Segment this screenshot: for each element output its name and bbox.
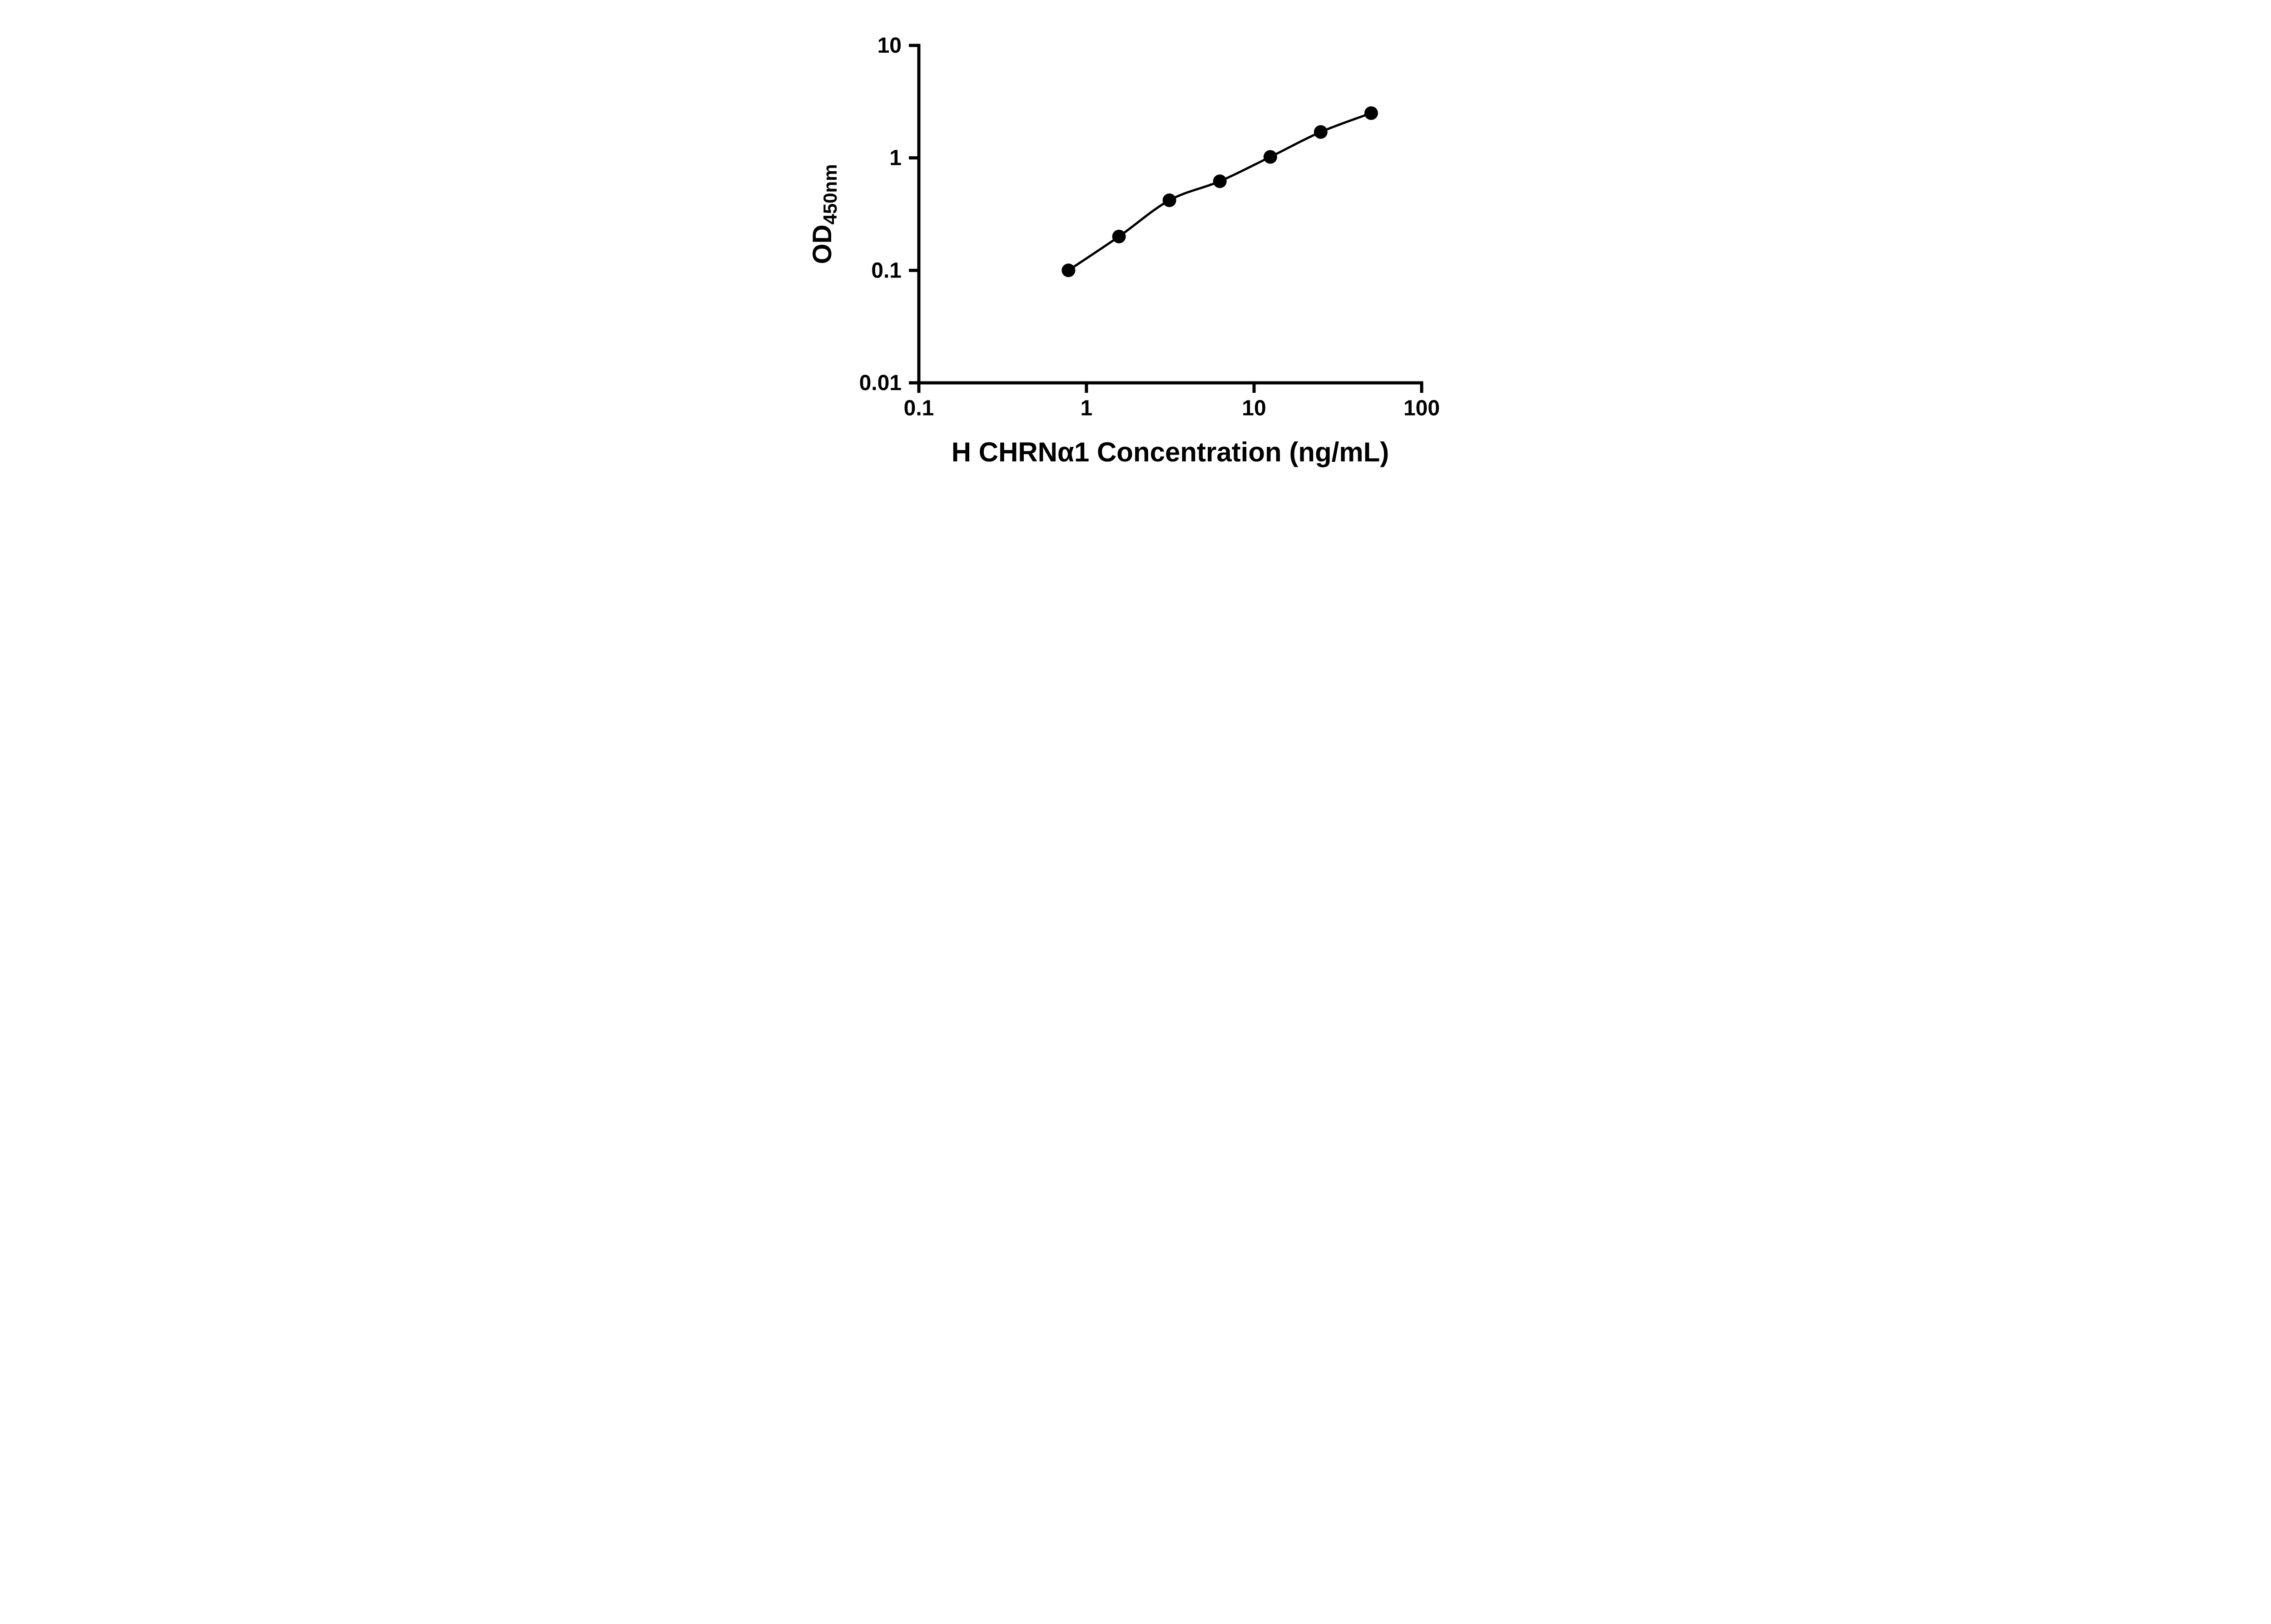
y-axis-title: OD450nm: [808, 164, 841, 264]
y-tick-label: 0.01: [859, 371, 902, 395]
x-axis-title: H CHRNα1 Concentration (ng/mL): [952, 437, 1389, 467]
y-tick-label: 10: [878, 34, 902, 58]
chart-background: [786, 0, 1485, 488]
x-tick-label: 0.1: [904, 396, 934, 421]
y-tick-label: 1: [889, 146, 902, 170]
y-tick-label: 0.1: [871, 258, 902, 282]
data-point: [1112, 229, 1126, 243]
elisa-standard-curve-figure: 0.1 1 10 100 0.01 0.1 1 10 H CHRNα1 Concentratio…: [786, 0, 1485, 488]
data-point: [1314, 125, 1328, 139]
x-tick-label: 1: [1081, 396, 1093, 421]
data-point: [1213, 174, 1227, 188]
data-point: [1061, 263, 1076, 277]
y-axis-title-subscript: 450nm: [819, 164, 841, 224]
y-axis-title-main: OD: [808, 225, 837, 264]
data-point: [1364, 106, 1378, 120]
data-point: [1263, 150, 1277, 164]
data-point: [1162, 193, 1176, 207]
x-tick-label: 100: [1403, 396, 1440, 421]
x-tick-label: 10: [1242, 396, 1266, 421]
